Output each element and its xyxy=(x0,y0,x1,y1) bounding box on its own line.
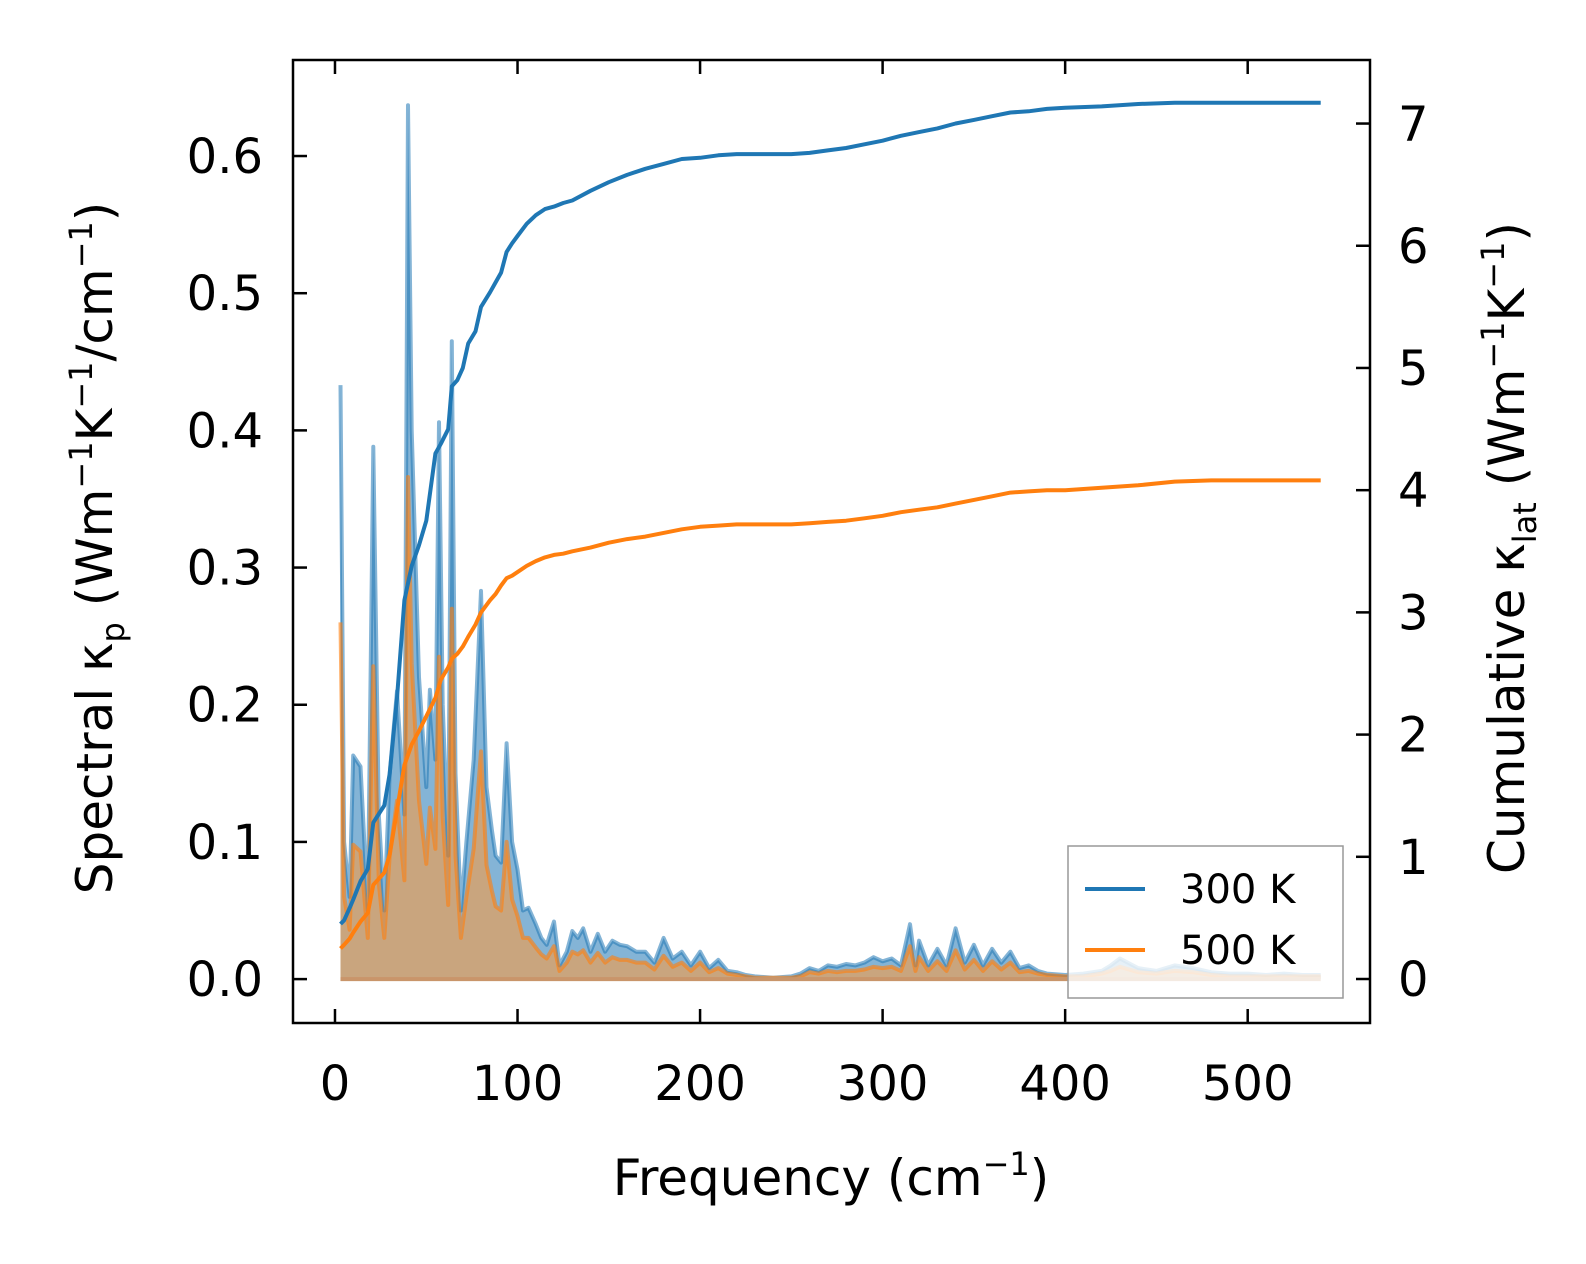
left-y-tick-label: 0.1 xyxy=(187,815,263,871)
x-tick-label: 0 xyxy=(320,1056,351,1112)
left-y-tick-label: 0.6 xyxy=(187,129,263,185)
right-y-axis-title: Cumulative κlat (Wm−1K−1) xyxy=(1474,222,1544,874)
x-axis-title: Frequency (cm−1) xyxy=(613,1145,1050,1207)
spectral-fills xyxy=(340,105,1321,980)
right-y-tick-label: 0 xyxy=(1398,952,1429,1008)
right-y-tick-label: 3 xyxy=(1398,585,1429,641)
left-y-tick-label: 0.3 xyxy=(187,541,263,597)
legend-label-500k: 500 K xyxy=(1180,928,1297,974)
left-y-tick-label: 0.5 xyxy=(187,266,263,322)
left-y-tick-label: 0.0 xyxy=(187,952,263,1008)
legend-box xyxy=(1067,845,1344,999)
x-tick-label: 300 xyxy=(837,1056,929,1112)
right-y-tick-label: 6 xyxy=(1398,219,1429,275)
x-axis-ticks: 0 100 200 300 400 500 xyxy=(320,60,1294,1112)
plot-frame xyxy=(291,58,1372,1025)
legend: 300 K 500 K xyxy=(1067,845,1344,999)
right-y-tick-label: 7 xyxy=(1398,97,1429,153)
x-tick-label: 400 xyxy=(1019,1056,1111,1112)
right-y-axis-ticks: 0 1 2 3 4 5 6 7 xyxy=(1356,97,1429,1008)
right-y-tick-label: 5 xyxy=(1398,341,1429,397)
cumulative-line-500k xyxy=(339,478,1321,950)
right-y-tick-label: 2 xyxy=(1398,708,1429,764)
spectral-line-500k xyxy=(338,475,1321,980)
x-tick-label: 200 xyxy=(654,1056,746,1112)
cumulative-lines xyxy=(339,100,1321,950)
left-y-axis-title: Spectral κp (Wm−1K−1/cm−1) xyxy=(62,202,132,895)
left-y-tick-label: 0.2 xyxy=(187,678,263,734)
cumulative-line-300k xyxy=(339,100,1321,926)
left-y-tick-label: 0.4 xyxy=(187,403,263,459)
spectral-fill-500k xyxy=(340,477,1321,980)
x-tick-label: 100 xyxy=(472,1056,564,1112)
legend-label-300k: 300 K xyxy=(1180,867,1297,913)
spectral-line-300k xyxy=(338,103,1321,980)
left-y-axis-ticks: 0.0 0.1 0.2 0.3 0.4 0.5 0.6 xyxy=(187,129,307,1008)
right-y-tick-label: 4 xyxy=(1398,463,1429,519)
right-y-tick-label: 1 xyxy=(1398,830,1429,886)
plot-area xyxy=(338,100,1321,982)
x-tick-label: 500 xyxy=(1202,1056,1294,1112)
